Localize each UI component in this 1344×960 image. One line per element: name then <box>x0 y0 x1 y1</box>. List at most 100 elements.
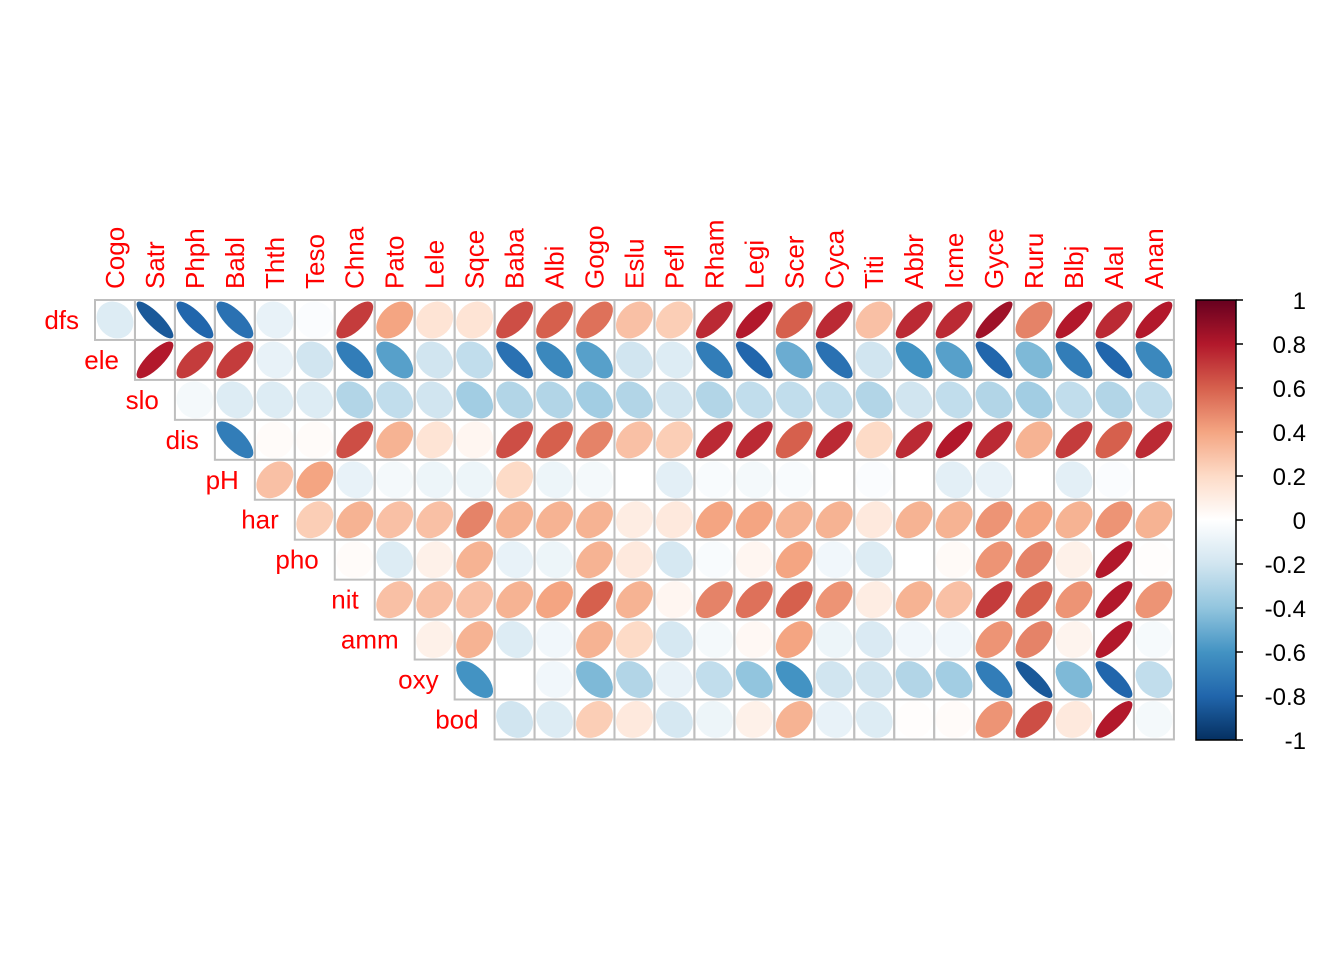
correlation-ellipse <box>975 501 1013 539</box>
ellipse-marks <box>96 301 1173 738</box>
correlation-ellipse <box>456 301 494 339</box>
correlation-ellipse <box>815 381 853 419</box>
correlation-ellipse <box>256 381 294 419</box>
correlation-ellipse <box>1015 501 1053 539</box>
correlation-ellipse <box>456 381 494 419</box>
correlation-ellipse <box>975 381 1013 419</box>
correlation-ellipse <box>496 301 534 339</box>
correlation-ellipse <box>1055 541 1093 579</box>
column-label: Albi <box>540 246 570 289</box>
correlation-ellipse <box>895 661 933 698</box>
correlation-ellipse <box>1095 661 1133 698</box>
correlation-ellipse <box>1135 421 1173 459</box>
correlation-ellipse <box>616 301 653 339</box>
correlation-ellipse <box>576 701 613 738</box>
column-label: Sqce <box>460 230 490 289</box>
correlation-ellipse <box>815 661 853 698</box>
correlation-ellipse <box>536 541 573 579</box>
correlation-ellipse <box>496 701 534 738</box>
correlation-ellipse <box>855 301 893 339</box>
correlation-ellipse <box>296 341 334 379</box>
correlation-ellipse <box>895 541 933 579</box>
correlation-ellipse <box>775 381 813 419</box>
correlation-ellipse <box>655 301 693 339</box>
correlation-ellipse <box>456 581 494 619</box>
correlation-ellipse <box>1095 381 1133 419</box>
correlation-ellipse <box>616 461 653 499</box>
correlation-ellipse <box>775 501 813 539</box>
correlation-ellipse <box>416 301 454 339</box>
correlation-ellipse <box>496 581 534 619</box>
correlation-ellipse <box>616 501 653 539</box>
column-label: Pefl <box>659 244 689 289</box>
correlation-ellipse <box>975 541 1013 579</box>
correlation-ellipse <box>815 581 853 619</box>
correlation-ellipse <box>695 461 733 499</box>
correlation-ellipse <box>855 661 893 698</box>
correlation-ellipse <box>775 461 813 499</box>
correlation-ellipse <box>1095 501 1133 539</box>
correlation-ellipse <box>1135 501 1173 539</box>
correlation-ellipse <box>895 461 933 499</box>
correlation-ellipse <box>616 381 653 419</box>
correlation-ellipse <box>935 661 973 698</box>
row-label: bod <box>435 704 478 734</box>
correlation-ellipse <box>1095 541 1133 579</box>
correlation-ellipse <box>1055 501 1093 539</box>
correlation-ellipse <box>735 701 773 738</box>
row-label: pho <box>275 545 318 575</box>
correlation-ellipse <box>655 541 693 579</box>
colorbar-tick-label: -0.2 <box>1265 552 1306 579</box>
correlation-ellipse <box>1055 341 1093 379</box>
correlation-ellipse <box>616 421 653 459</box>
correlation-ellipse <box>855 541 893 579</box>
correlation-ellipse <box>1095 421 1133 459</box>
correlation-ellipse <box>1135 661 1173 698</box>
correlation-ellipse <box>416 501 454 539</box>
column-label: Chna <box>340 226 370 289</box>
colorbar-tick-label: -0.4 <box>1265 596 1306 623</box>
correlation-ellipse <box>815 541 853 579</box>
correlation-ellipse <box>136 301 174 339</box>
row-label: slo <box>126 385 159 415</box>
row-label: nit <box>331 585 359 615</box>
correlation-ellipse <box>775 301 813 339</box>
correlation-ellipse <box>1015 421 1053 459</box>
correlation-ellipse <box>1015 301 1053 339</box>
correlation-ellipse <box>456 501 494 539</box>
correlation-ellipse <box>775 661 813 698</box>
correlation-ellipse <box>456 421 494 459</box>
grid-cells <box>94 299 1175 741</box>
correlation-ellipse <box>536 381 573 419</box>
correlation-ellipse <box>416 541 454 579</box>
column-label: Anan <box>1139 228 1169 289</box>
correlation-ellipse <box>1055 661 1093 698</box>
correlation-ellipse <box>176 301 214 339</box>
correlation-ellipse <box>336 421 374 459</box>
correlation-ellipse <box>655 661 693 698</box>
colorbar-tick-label: 0.6 <box>1273 376 1306 403</box>
column-label: Satr <box>140 241 170 289</box>
correlation-ellipse <box>935 301 973 339</box>
column-label: Alal <box>1099 246 1129 289</box>
correlation-ellipse <box>376 301 414 339</box>
correlation-ellipse <box>616 621 653 659</box>
correlation-ellipse <box>655 501 693 539</box>
correlation-ellipse <box>496 621 534 659</box>
correlation-ellipse <box>975 301 1013 339</box>
correlation-ellipse <box>775 341 813 379</box>
colorbar-tick-label: 0.4 <box>1273 420 1306 447</box>
correlation-ellipse <box>695 381 733 419</box>
correlation-ellipse <box>536 301 573 339</box>
correlation-ellipse <box>935 501 973 539</box>
column-label: Pato <box>380 236 410 290</box>
correlation-ellipse <box>296 501 334 539</box>
correlation-ellipse <box>1095 621 1133 658</box>
correlation-ellipse <box>655 341 693 379</box>
correlation-ellipse <box>1055 301 1093 339</box>
correlation-ellipse <box>576 621 613 659</box>
correlation-ellipse <box>695 301 733 339</box>
correlation-ellipse <box>256 421 294 459</box>
correlation-ellipse <box>256 341 294 379</box>
